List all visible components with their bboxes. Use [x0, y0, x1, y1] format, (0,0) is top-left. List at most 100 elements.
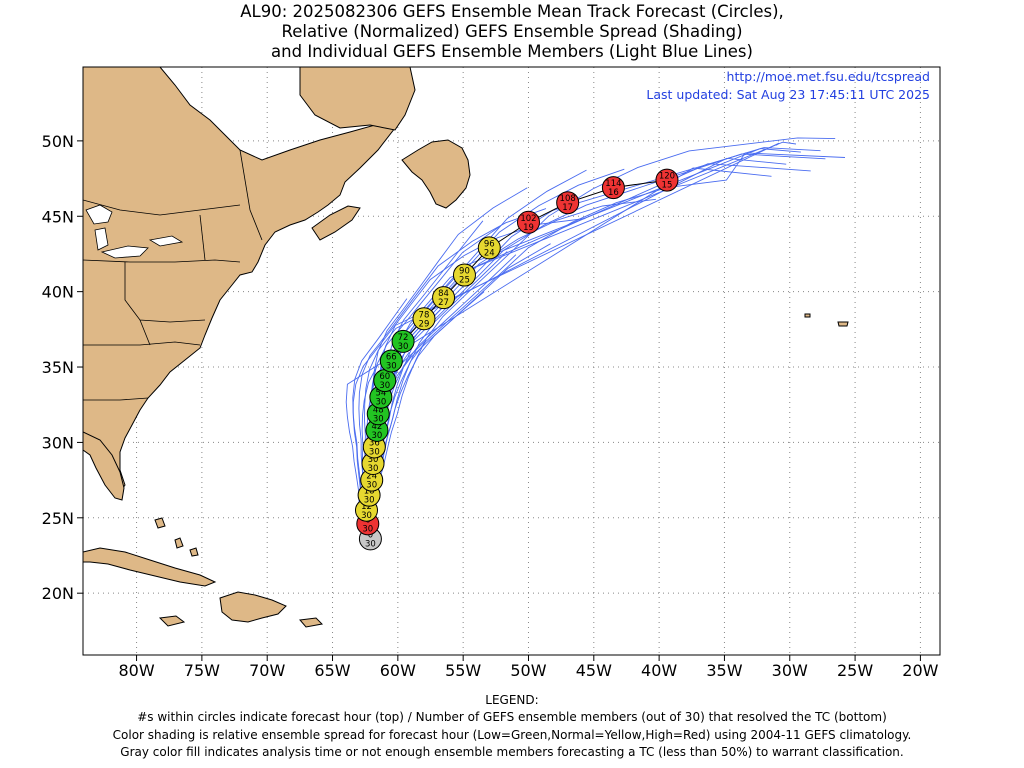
source-url[interactable]: http://moe.met.fsu.edu/tcspread: [727, 69, 930, 84]
member-count-label: 17: [562, 203, 573, 213]
member-count-label: 27: [438, 298, 449, 308]
legend: LEGEND: #s within circles indicate forec…: [0, 692, 1024, 761]
title-line-3: and Individual GEFS Ensemble Members (Li…: [271, 42, 753, 61]
land-north-america: [83, 67, 396, 493]
legend-line-2: Color shading is relative ensemble sprea…: [112, 727, 912, 742]
lon-tick-label: 45W: [576, 661, 612, 680]
legend-line-1: #s within circles indicate forecast hour…: [137, 710, 887, 725]
member-count-label: 30: [375, 398, 386, 408]
legend-heading: LEGEND:: [485, 693, 539, 707]
track-point-circle: [556, 191, 580, 215]
forecast-hour-label: 114: [605, 179, 621, 189]
member-count-label: 30: [361, 511, 372, 521]
land-jamaica: [158, 615, 186, 627]
forecast-hour-label: 96: [484, 239, 495, 249]
forecast-hour-label: 66: [386, 353, 397, 363]
lon-tick-label: 25W: [837, 661, 873, 680]
member-count-label: 29: [419, 319, 430, 329]
member-count-label: 30: [372, 431, 383, 441]
land-nova-scotia: [311, 205, 361, 241]
lon-tick-label: 75W: [184, 661, 220, 680]
lon-tick-label: 35W: [706, 661, 742, 680]
member-count-label: 30: [362, 524, 373, 534]
forecast-hour-label: 30: [368, 455, 379, 465]
lon-tick-label: 20W: [902, 661, 938, 680]
member-count-label: 24: [484, 248, 495, 258]
member-count-label: 30: [369, 447, 380, 457]
track-point-circle: [432, 286, 456, 310]
lat-tick-label: 35N: [42, 358, 74, 377]
forecast-hour-label: 36: [369, 438, 380, 448]
member-count-label: 25: [459, 276, 470, 286]
forecast-hour-label: 90: [459, 267, 470, 277]
land-masses: [83, 67, 849, 628]
lat-lon-grid: [83, 67, 940, 655]
longitude-labels: 80W 75W 70W 65W 60W 55W 50W 45W 40W 35W 30W 25W 20W: [118, 655, 939, 680]
legend-line-3: Gray color fill indicates analysis time …: [120, 744, 904, 759]
forecast-hour-label: 84: [438, 289, 449, 299]
map-title: AL90: 2025082306 GEFS Ensemble Mean Trac…: [0, 2, 1024, 62]
land-florida: [83, 431, 125, 501]
member-count-label: 30: [386, 362, 397, 372]
land-hispaniola: [219, 591, 287, 623]
member-count-label: 30: [364, 496, 375, 506]
land-puerto-rico: [299, 617, 324, 628]
land-cuba: [83, 547, 217, 587]
land-azores: [804, 313, 849, 327]
forecast-hour-label: 72: [398, 333, 409, 343]
land-newfoundland: [401, 139, 471, 209]
lat-tick-label: 50N: [42, 132, 74, 151]
lon-tick-label: 40W: [641, 661, 677, 680]
lon-tick-label: 30W: [772, 661, 808, 680]
lon-tick-label: 80W: [118, 661, 154, 680]
forecast-hour-label: 18: [364, 487, 375, 497]
lat-tick-label: 40N: [42, 283, 74, 302]
forecast-hour-label: 42: [372, 422, 383, 432]
lon-tick-label: 55W: [445, 661, 481, 680]
track-point-circle: [412, 307, 436, 331]
forecast-hour-label: 54: [375, 389, 386, 399]
forecast-hour-label: 102: [520, 214, 536, 224]
last-updated: Last updated: Sat Aug 23 17:45:11 UTC 20…: [646, 87, 930, 102]
member-count-label: 30: [368, 464, 379, 474]
track-map: 0306301230183024303030363042304830543060…: [42, 66, 941, 680]
forecast-hour-label: 48: [373, 405, 384, 415]
member-count-label: 15: [662, 181, 673, 191]
latitude-labels: 20N 25N 30N 35N 40N 45N 50N: [42, 132, 83, 603]
mean-track-circles: 0306301230183024303030363042304830543060…: [354, 168, 679, 551]
forecast-hour-label: 0: [368, 530, 373, 540]
forecast-hour-label: 60: [379, 372, 390, 382]
title-line-1: AL90: 2025082306 GEFS Ensemble Mean Trac…: [240, 2, 784, 21]
member-count-label: 30: [398, 342, 409, 352]
lat-tick-label: 30N: [42, 433, 74, 452]
land-bahamas: [154, 517, 199, 557]
political-boundaries: [83, 149, 263, 401]
lon-tick-label: 50W: [510, 661, 546, 680]
track-point-circle: [379, 349, 403, 373]
lat-tick-label: 25N: [42, 509, 74, 528]
track-point-circle: [601, 176, 625, 200]
forecast-hour-label: 120: [659, 172, 675, 182]
member-count-label: 16: [608, 188, 619, 198]
member-count-label: 30: [379, 381, 390, 391]
lon-tick-label: 70W: [249, 661, 285, 680]
forecast-hour-label: 108: [560, 194, 576, 204]
great-lakes: [85, 204, 184, 259]
forecast-hour-label: 24: [366, 472, 377, 482]
title-line-2: Relative (Normalized) GEFS Ensemble Spre…: [281, 22, 743, 41]
track-point-circle: [477, 236, 501, 260]
lat-tick-label: 45N: [42, 207, 74, 226]
lat-tick-label: 20N: [42, 584, 74, 603]
track-point-circle: [516, 210, 540, 234]
member-count-label: 19: [523, 223, 534, 233]
